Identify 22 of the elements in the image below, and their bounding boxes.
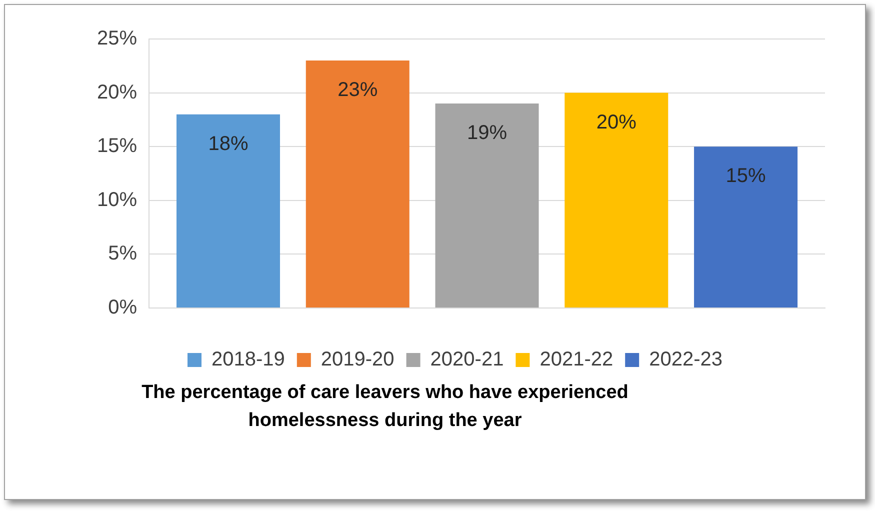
y-tick-label: 0% bbox=[108, 296, 138, 319]
data-label: 18% bbox=[208, 132, 248, 155]
legend-label: 2022-23 bbox=[649, 348, 723, 371]
y-tick-label: 5% bbox=[108, 242, 138, 265]
legend-label: 2018-19 bbox=[212, 348, 285, 371]
y-tick-label: 25% bbox=[97, 28, 138, 50]
data-label: 15% bbox=[726, 165, 766, 188]
bar bbox=[564, 92, 668, 308]
data-label: 23% bbox=[338, 79, 378, 102]
bar bbox=[435, 104, 539, 308]
y-tick-label: 20% bbox=[97, 81, 138, 104]
legend-label: 2020-21 bbox=[430, 348, 504, 371]
bar bbox=[694, 146, 798, 308]
y-tick-label: 10% bbox=[97, 188, 138, 211]
data-label: 20% bbox=[596, 111, 637, 134]
bar bbox=[306, 60, 410, 308]
y-tick-label: 15% bbox=[97, 135, 138, 158]
data-label: 19% bbox=[467, 122, 508, 144]
bar bbox=[176, 114, 280, 308]
legend-label: 2021-22 bbox=[540, 348, 614, 371]
legend-label: 2019-20 bbox=[320, 348, 394, 371]
text: The percentage of care leavers who have experienced homelessness during the year bbox=[140, 381, 630, 433]
